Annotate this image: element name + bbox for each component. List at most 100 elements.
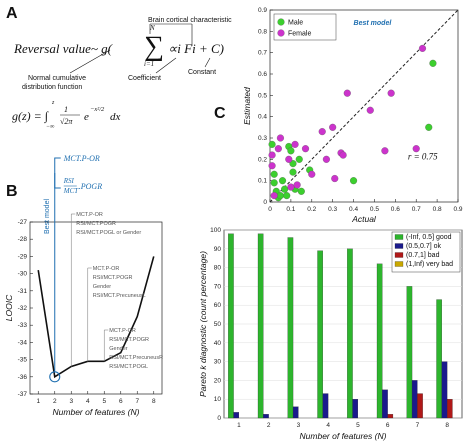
scatter-point-male [270, 170, 278, 178]
scatter-point-male [287, 147, 295, 155]
y-tick-label: -37 [18, 391, 28, 398]
legend-box [273, 13, 337, 41]
arrow-normal-cdf [69, 49, 111, 74]
bar [387, 414, 394, 419]
y-tick-label: 0.7 [258, 50, 267, 57]
scatter-point-male [268, 140, 276, 148]
legend-swatch [394, 261, 404, 267]
legend-marker [277, 29, 285, 37]
scatter-point-female [322, 155, 330, 163]
scatter-point-female [291, 140, 299, 148]
x-tick-label: 6 [119, 398, 123, 405]
y-tick-label: -36 [18, 374, 28, 381]
scatter-point-male [270, 179, 278, 187]
scatter-point-male [350, 177, 358, 185]
feature-annotation-line: MCT.P-OR [93, 266, 120, 272]
scatter-point-female [387, 89, 395, 97]
y-tick-label: 0.6 [258, 71, 267, 78]
feature-annotation-line: RSI/MCT.PrecuneusR [109, 355, 163, 361]
x-tick-label: 0.1 [286, 206, 295, 213]
scatter-point-male [281, 185, 289, 193]
legend-box [391, 231, 461, 273]
scatter-point-female [301, 145, 310, 153]
panel-b-looic-chart: -37 -36 -35 -34 -33 -32 -31 -30 -29 -28 -27 1 2 3 4 5 6 7… [4, 154, 163, 417]
x-tick-label: 6 [386, 422, 390, 429]
legend-swatch [394, 234, 404, 240]
formula-reversal-value: Reversal value~ g( [13, 41, 113, 56]
bar [287, 237, 294, 419]
scatter-point-male [278, 177, 287, 185]
legend-label: Female [288, 31, 311, 38]
bar [292, 406, 299, 419]
x-tick-label: 3 [69, 398, 73, 405]
x-axis-label: Number of features (N) [53, 407, 140, 417]
legend-swatch [394, 252, 404, 258]
scatter-point-female [412, 145, 420, 153]
scatter-point-female [268, 162, 276, 170]
panel-c-scatter-chart: 0 0.1 0.2 0.3 0.4 0.5 0.6 0.7 0.8 0.9 0 0.1 0.2 0.3 0.… [242, 7, 463, 224]
y-tick-label: 50 [214, 321, 222, 328]
formula-frac-denominator: √2π [60, 117, 73, 126]
scatter-point-male [429, 59, 437, 67]
y-tick-label: 70 [214, 283, 222, 290]
y-tick-label: -28 [18, 236, 28, 243]
x-tick-label: 0.5 [370, 206, 379, 213]
scatter-point-male [276, 192, 284, 200]
bar [382, 389, 388, 419]
formula-g-of-z: g(z) = ∫ [12, 109, 49, 123]
scatter-point-female [285, 155, 293, 163]
y-tick-label: 0.4 [258, 114, 267, 121]
feature-annotation-line: RSI/MCT.POGL [109, 364, 148, 370]
best-formula-1: MCT.P-OR [63, 154, 100, 163]
x-tick-label: 1 [237, 422, 241, 429]
formula-sigma: ∑ [144, 31, 164, 62]
annotation-coefficient: Coefficient [128, 75, 161, 82]
legend-label: (1,Inf) very bad [406, 261, 453, 268]
y-tick-label: 30 [214, 359, 222, 366]
scatter-point-male [283, 192, 291, 200]
bar [436, 299, 442, 419]
formula-exp: e [84, 111, 89, 123]
x-tick-label: 0 [268, 206, 272, 213]
x-tick-label: 7 [416, 422, 420, 429]
x-tick-label: 0.8 [433, 206, 442, 213]
x-tick-label: 0.6 [391, 206, 400, 213]
annotation-constant: Constant [188, 69, 216, 76]
arrow-constant [204, 57, 211, 68]
x-tick-label: 0.4 [349, 206, 358, 213]
bar [417, 393, 423, 419]
scatter-point-male [289, 160, 297, 168]
feature-annotation-line: MCT.P-OR [76, 212, 103, 218]
y-tick-label: 80 [214, 265, 222, 272]
y-tick-label: 0.1 [258, 178, 267, 185]
feature-annotation-line: Gender [93, 284, 112, 290]
arrow-coefficient [155, 57, 177, 74]
y-tick-label: -30 [18, 271, 28, 278]
scatter-point-female [268, 151, 276, 159]
bar [447, 399, 453, 419]
formula-integral-lower: −∞ [46, 124, 55, 130]
scatter-point-female [331, 174, 339, 183]
legend-marker [277, 18, 285, 26]
x-tick-label: 4 [326, 422, 330, 429]
x-tick-label: 0.2 [307, 206, 316, 213]
feature-annotation-line: RSI/MCT.POGR [76, 221, 116, 227]
panel-label-a: A [6, 5, 18, 22]
y-tick-label: 90 [214, 246, 222, 253]
y-axis-label: LOOIC [4, 294, 14, 321]
x-tick-label: 7 [135, 398, 139, 405]
scatter-point-female [418, 44, 427, 52]
chart-title: Best model [354, 20, 393, 27]
scatter-point-female [293, 181, 301, 189]
scatter-point-male [297, 187, 305, 195]
x-tick-label: 8 [445, 422, 449, 429]
formula-sum-upper: N [149, 24, 155, 32]
legend-swatch [394, 243, 404, 249]
best-model-label: Best model [44, 199, 51, 234]
feature-annotation-line: MCT.P-OR [109, 328, 136, 334]
formula-sum-lower: i=1 [144, 60, 154, 68]
feature-annotation-line: Gender [109, 346, 128, 352]
y-tick-label: 0 [263, 199, 267, 206]
x-tick-label: 2 [267, 422, 271, 429]
